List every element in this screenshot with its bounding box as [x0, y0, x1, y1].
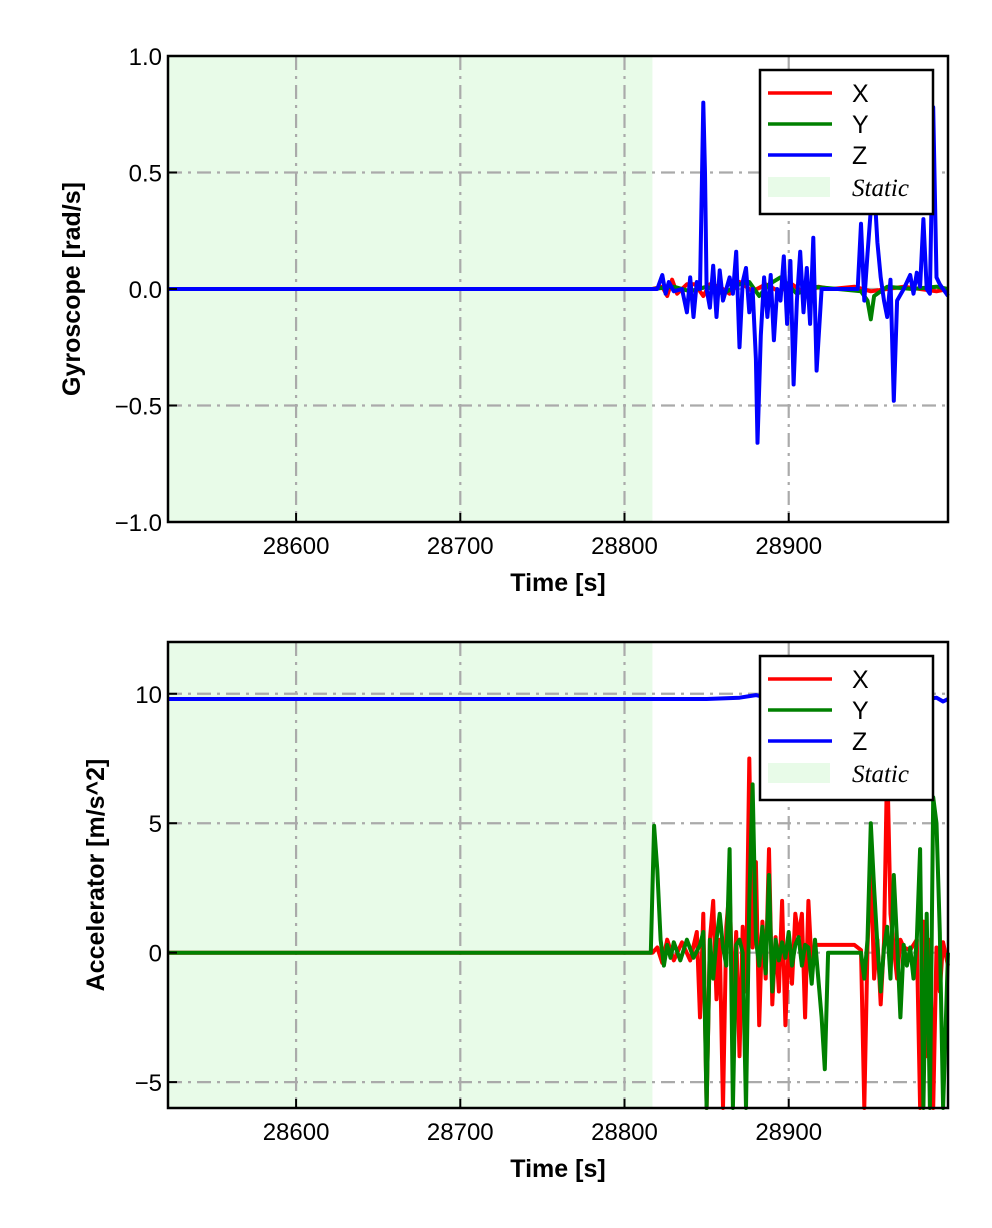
accelerator-y-axis-label: Accelerator [m/s^2]: [82, 759, 110, 992]
gyroscope-legend-static-swatch: [768, 177, 830, 197]
accelerator-x-tick-label: 28600: [263, 1119, 330, 1146]
accelerator-static-region: [168, 642, 653, 1108]
gyroscope-ticks: 28600 28700 28800 28900 −1.0 −0.5 0.0 0.5 1.0: [115, 44, 822, 560]
accelerator-legend: X Y Z Static: [758, 654, 935, 802]
accelerator-panel: 28600 28700 28800 28900 −5 0 5 10 Time [s] Acce…: [82, 640, 950, 1183]
gyroscope-series-z-line: [168, 100, 950, 445]
gyroscope-legend-z-label: Z: [852, 142, 867, 170]
gyroscope-legend-x-label: X: [852, 80, 869, 108]
gyroscope-y-axis-label: Gyroscope [rad/s]: [58, 182, 86, 396]
accelerator-y-tick-label: −5: [135, 1070, 162, 1097]
accelerator-y-tick-label: 5: [149, 811, 162, 838]
gyroscope-plot-frame: [166, 54, 950, 524]
gyroscope-x-tick-label: 28700: [427, 533, 494, 560]
gyroscope-y-tick-label: −1.0: [115, 510, 162, 537]
accelerator-series-y-line: [168, 782, 950, 1110]
gyroscope-x-tick-label: 28600: [263, 533, 330, 560]
accelerator-y-tick-label: 0: [149, 941, 162, 968]
accelerator-y-tick-label: 10: [135, 682, 162, 709]
gyroscope-x-axis-label: Time [s]: [510, 569, 605, 597]
gyroscope-x-tick-label: 28900: [755, 533, 822, 560]
gyroscope-legend-static-label: Static: [852, 175, 909, 202]
accelerator-x-tick-label: 28900: [755, 1119, 822, 1146]
accelerator-x-tick-label: 28700: [427, 1119, 494, 1146]
accelerator-legend-y-label: Y: [852, 697, 869, 725]
gyroscope-legend-y-label: Y: [852, 111, 869, 139]
gyroscope-y-tick-label: 0.5: [129, 161, 162, 188]
accelerator-x-tick-label: 28800: [591, 1119, 658, 1146]
accelerator-legend-z-label: Z: [852, 728, 867, 756]
gyroscope-y-tick-label: 0.0: [129, 277, 162, 304]
accelerator-legend-x-label: X: [852, 666, 869, 694]
accelerator-plot-frame: [166, 640, 950, 1110]
gyroscope-panel: 28600 28700 28800 28900 −1.0 −0.5 0.0 0.5 1.0 Ti…: [58, 44, 950, 597]
accelerator-ticks: 28600 28700 28800 28900 −5 0 5 10: [135, 682, 822, 1146]
gyroscope-y-tick-label: −0.5: [115, 394, 162, 421]
accelerator-legend-static-swatch: [768, 763, 830, 783]
gyroscope-legend: X Y Z Static: [758, 68, 935, 216]
gyroscope-y-tick-label: 1.0: [129, 44, 162, 71]
gyroscope-x-tick-label: 28800: [591, 533, 658, 560]
gyroscope-series: [168, 100, 950, 445]
accelerator-legend-static-label: Static: [852, 761, 909, 788]
accelerator-x-axis-label: Time [s]: [510, 1155, 605, 1183]
